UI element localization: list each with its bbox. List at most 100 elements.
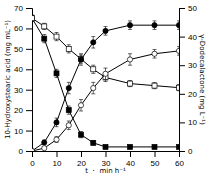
y2-axis: 0 10 20 30 40 50: [179, 4, 197, 156]
point: [127, 57, 132, 62]
error-bar: [91, 37, 95, 48]
point: [42, 140, 47, 145]
tick: 0: [179, 147, 193, 156]
error-bar: [177, 85, 179, 91]
error-bar: [55, 118, 59, 127]
point: [91, 140, 96, 145]
tick: 30: [102, 151, 111, 168]
tick: 70: [14, 4, 32, 13]
tick-label: 60: [175, 159, 184, 168]
point: [103, 144, 108, 149]
point: [78, 57, 83, 62]
error-bar: [32, 15, 34, 21]
tick-label: 10: [53, 159, 62, 168]
tick-mark: [26, 131, 32, 132]
series: [32, 21, 179, 151]
y-axis: 010203040506070: [14, 4, 32, 156]
line: [32, 18, 179, 87]
tick-label: 40: [188, 33, 197, 42]
line: [32, 25, 179, 151]
tick-mark: [179, 65, 185, 66]
point: [103, 71, 108, 76]
tick-mark: [26, 151, 32, 152]
tick-mark: [26, 49, 32, 50]
error-bar: [55, 137, 59, 143]
tick-label: 10: [188, 118, 197, 127]
tick: 10: [14, 127, 32, 136]
tick-mark: [155, 151, 156, 157]
tick-mark: [26, 110, 32, 111]
tick-mark: [26, 69, 32, 70]
tick: 50: [179, 4, 197, 13]
x-axis: 0 10 20 30 40 50 60: [30, 151, 184, 168]
plot: 010203040506001020304050607001020304050t…: [4, 4, 206, 175]
tick-mark: [26, 28, 32, 29]
error-bar: [177, 47, 179, 56]
marks: [32, 15, 179, 151]
point: [79, 57, 84, 62]
error-bar: [67, 45, 71, 53]
point: [32, 16, 35, 21]
tick: 50: [14, 45, 32, 54]
tick: 60: [175, 151, 184, 168]
tick-label: 50: [151, 159, 160, 168]
error-bar: [91, 141, 95, 145]
y2-axis-title: γ-Dodecalactone (mg L⁻¹): [198, 34, 206, 125]
error-bar: [55, 33, 59, 41]
tick-mark: [57, 151, 58, 157]
point: [177, 85, 180, 90]
error-bar: [67, 121, 71, 130]
tick: 40: [126, 151, 135, 168]
tick: 20: [179, 90, 197, 99]
tick: 40: [179, 33, 197, 42]
error-bar: [42, 35, 46, 43]
y-axis-title: 10-Hydroxystearic acid (mg mL⁻¹): [4, 20, 12, 139]
point: [152, 144, 157, 149]
error-bar: [79, 132, 83, 138]
tick-label: 0: [188, 147, 193, 156]
tick: 30: [179, 61, 197, 70]
error-bar: [67, 106, 71, 114]
point: [42, 36, 47, 41]
point: [152, 83, 157, 88]
tick: 10: [179, 118, 197, 127]
tick-label: 20: [14, 106, 23, 115]
tick-label: 30: [14, 86, 23, 95]
error-bar: [79, 100, 83, 111]
error-bar: [153, 21, 157, 30]
point: [128, 144, 133, 149]
point: [66, 46, 71, 51]
point: [103, 28, 108, 33]
point: [152, 23, 157, 28]
error-bar: [153, 49, 157, 58]
tick-mark: [130, 151, 131, 157]
tick-label: 0: [19, 147, 24, 156]
error-bar: [32, 15, 34, 21]
series: [32, 47, 179, 151]
error-bar: [128, 21, 132, 30]
tick-label: 60: [14, 24, 23, 33]
x-axis-title: t ・ min h⁻¹: [85, 167, 126, 175]
point: [177, 144, 180, 149]
point: [91, 40, 96, 45]
tick: 20: [77, 151, 86, 168]
point: [127, 23, 132, 28]
axis-line: [180, 9, 186, 152]
error-bar: [153, 83, 157, 89]
tick-label: 0: [30, 159, 35, 168]
point: [91, 67, 96, 72]
point: [79, 132, 84, 137]
point: [42, 146, 47, 151]
point: [152, 51, 157, 56]
point: [32, 148, 35, 151]
tick: 30: [14, 86, 32, 95]
point: [176, 48, 179, 53]
error-bar: [42, 23, 46, 29]
line: [32, 51, 179, 151]
point: [54, 137, 59, 142]
point: [66, 85, 71, 90]
tick-mark: [179, 151, 185, 152]
tick-mark: [179, 37, 185, 38]
point: [54, 71, 59, 76]
point: [66, 123, 71, 128]
